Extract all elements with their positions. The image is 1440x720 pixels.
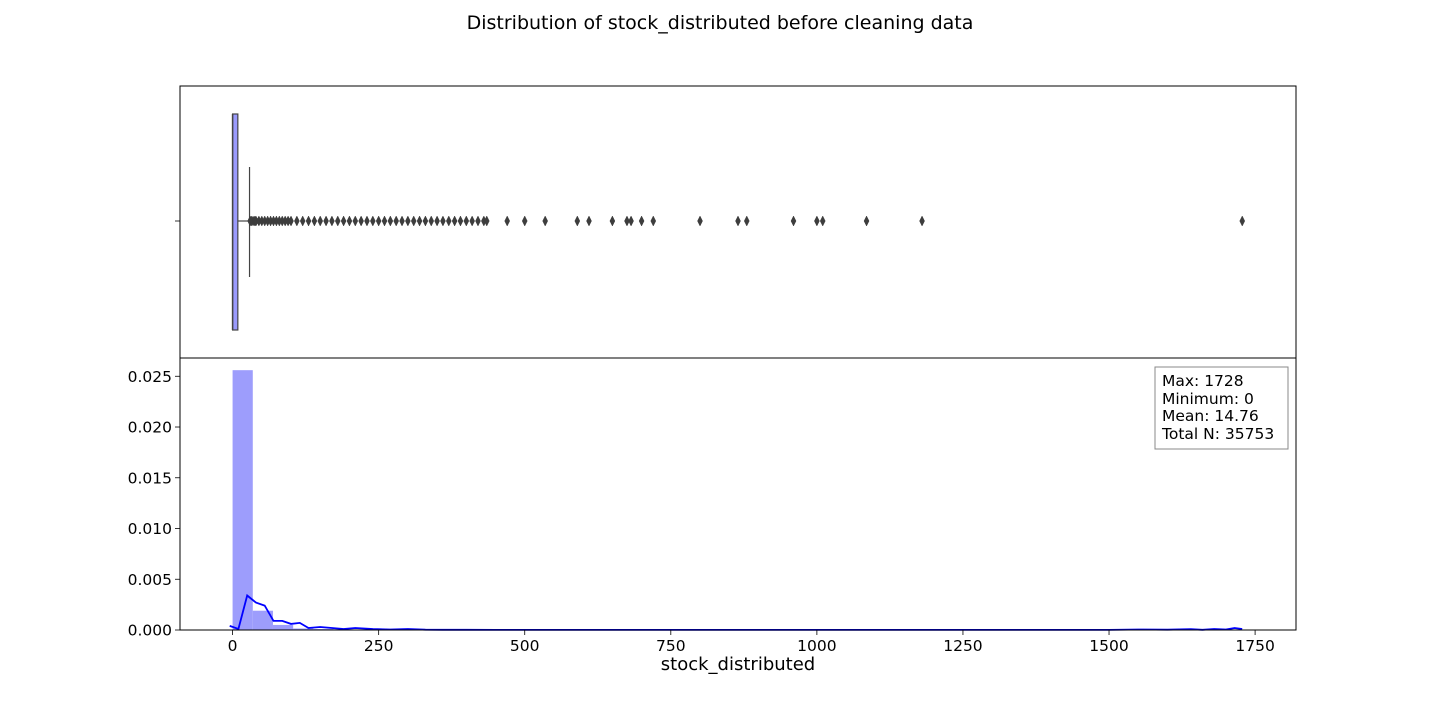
outlier-point (451, 215, 458, 227)
outlier-point (434, 215, 440, 227)
x-tick-label: 1250 (943, 637, 982, 655)
outlier-point (346, 215, 353, 227)
outlier-point (364, 215, 370, 227)
outlier-point (735, 215, 741, 227)
outlier-point (814, 215, 820, 227)
histogram-frame (179, 357, 1297, 631)
x-tick-label: 750 (656, 637, 686, 655)
outlier-point (387, 215, 394, 227)
outlier-point (743, 215, 750, 227)
outlier-point (288, 215, 294, 227)
x-tick-label: 0 (228, 637, 238, 655)
stats-minimum: Minimum: 0 (1162, 390, 1254, 408)
outlier-point (305, 215, 312, 227)
outlier-point (440, 215, 446, 227)
histogram-bar (272, 624, 294, 630)
outlier-point (521, 215, 528, 227)
outlier-point (609, 215, 616, 227)
outlier-point (323, 215, 329, 227)
histogram-bar (313, 628, 334, 630)
histogram-panel: 0 250 500 750 1000 1250 1500 1750 0.0000.0050.0… (128, 366, 1289, 675)
stats-total-n: Total N: 35753 (1161, 425, 1274, 443)
outlier-point (1239, 215, 1246, 227)
outlier-point (410, 215, 417, 227)
y-tick-label: 0.015 (128, 469, 172, 487)
outlier-point (469, 215, 475, 227)
outlier-point (405, 215, 411, 227)
outlier-point (311, 215, 318, 227)
y-tick-label: 0.010 (128, 520, 172, 538)
outlier-point (422, 215, 429, 227)
histogram-bar (293, 628, 314, 630)
outlier-point (475, 215, 481, 227)
stats-box-frame (1154, 366, 1289, 450)
histogram-bars (232, 370, 415, 630)
y-axis: 0.000 0.005 0.010 0.015 0.020 0.025 (128, 368, 180, 640)
outlier-point (574, 215, 581, 227)
box-iqr (231, 113, 239, 331)
outlier-point (352, 215, 359, 227)
stats-max: Max: 1728 (1162, 372, 1244, 390)
outlier-point (650, 215, 657, 227)
outlier-point (334, 215, 341, 227)
outlier-point (445, 215, 452, 227)
x-tick-label: 1750 (1235, 637, 1274, 655)
stats-annotation-box: Max: 1728 Minimum: 0 Mean: 14.76 Total N… (1154, 366, 1289, 450)
outlier-point (790, 215, 797, 227)
outlier-point (416, 215, 423, 227)
histogram-bar (252, 610, 273, 630)
y-tick-label: 0.005 (128, 571, 172, 589)
outlier-point (399, 215, 405, 227)
x-tick-label: 250 (364, 637, 394, 655)
outlier-point (919, 215, 925, 227)
outlier-point (697, 215, 703, 227)
figure-title: Distribution of stock_distributed before… (467, 12, 974, 34)
outlier-point (463, 215, 470, 227)
x-tick-label: 1000 (797, 637, 836, 655)
outlier-point (299, 215, 306, 227)
x-axis-label: stock_distributed (661, 654, 815, 675)
kde-curve (229, 593, 1243, 631)
y-tick-label: 0.025 (128, 368, 172, 386)
box-plot-outliers (247, 215, 1246, 227)
y-tick-label: 0.020 (128, 419, 172, 437)
y-tick-label: 0.000 (128, 622, 172, 640)
outlier-point (504, 215, 510, 227)
outlier-point (624, 215, 630, 227)
box-plot-marks (231, 113, 251, 331)
outlier-point (294, 215, 300, 227)
histogram-bar (232, 370, 253, 630)
x-axis: 0 250 500 750 1000 1250 1500 1750 (228, 630, 1275, 655)
stats-mean: Mean: 14.76 (1162, 407, 1259, 425)
x-tick-label: 500 (510, 637, 540, 655)
x-tick-label: 1500 (1089, 637, 1128, 655)
outlier-point (375, 215, 382, 227)
outlier-point (586, 215, 592, 227)
outlier-point (863, 215, 870, 227)
outlier-point (483, 215, 490, 227)
outlier-point (358, 215, 364, 227)
outlier-point (819, 215, 826, 227)
outlier-point (428, 215, 435, 227)
outlier-point (628, 215, 634, 227)
outlier-point (542, 215, 548, 227)
box-plot-panel (175, 113, 1246, 331)
outlier-point (370, 215, 376, 227)
outlier-point (329, 215, 335, 227)
outlier-point (393, 215, 399, 227)
outlier-point (340, 215, 347, 227)
outlier-point (638, 215, 645, 227)
outlier-point (317, 215, 324, 227)
outlier-point (381, 215, 388, 227)
outlier-point (457, 215, 464, 227)
